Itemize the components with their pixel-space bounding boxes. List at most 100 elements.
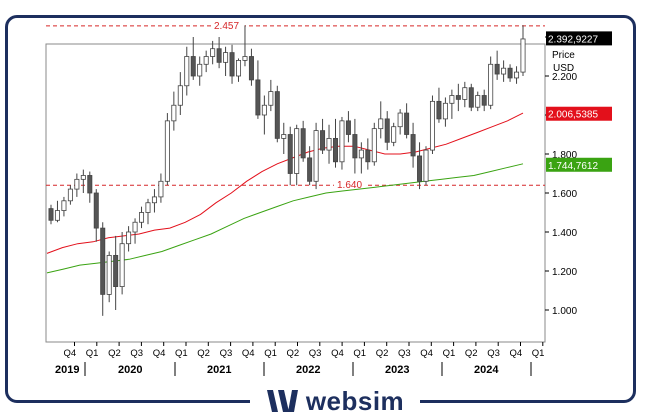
candle-body [93,192,99,229]
ma-short-tag-box [546,106,612,121]
candle-body [287,134,293,174]
quarter-label: Q4 [64,348,77,359]
websim-logo-icon [266,390,298,412]
candle [514,66,520,84]
candle-body [132,221,138,233]
last-price-tag-text: 2.392,9227 [548,34,598,45]
y-tick-label: 1.200 [552,267,577,278]
candle [365,138,371,170]
candle [397,109,403,135]
candle [87,171,93,203]
websim-logo: websim [250,383,420,419]
candle-body [61,200,67,211]
candles [48,25,526,316]
candle [313,122,319,190]
candle [151,189,157,213]
ma-long-line [46,163,524,274]
candle [287,126,293,186]
y-tick-label: 1.800 [552,150,577,161]
candle-body [442,102,448,120]
candle-body [501,67,507,75]
y-tick-label: 1.000 [552,306,577,317]
quarter-label: Q2 [197,348,210,359]
axis-title-price: Price [552,50,575,61]
candle-body [507,67,513,79]
candle [132,218,138,244]
quarter-label: Q2 [287,348,300,359]
ma-long-tag-text: 1.744,7612 [548,161,598,172]
candle [171,91,177,131]
candle [268,79,274,112]
candle-body [119,243,125,287]
candle [307,146,313,186]
candle [61,196,67,217]
candle-body [300,128,306,159]
candle-body [164,120,170,182]
reference-lines: 2.457 1.640 [46,18,545,191]
candle-body [210,48,216,57]
candle-body [397,112,403,128]
quarter-label: Q1 [264,348,277,359]
quarter-label: Q4 [153,348,166,359]
quarter-label: Q4 [420,348,433,359]
candle [423,146,429,186]
candle-body [54,210,60,221]
candle [281,122,287,154]
candle-body [126,231,132,245]
quarter-label: Q2 [108,348,121,359]
candle [158,173,164,203]
y-axis: 1.0001.2001.4001.6001.8002.0002.2002.400… [545,31,612,317]
candle-body [384,118,390,143]
candle-body [423,149,429,182]
axis-currency: USD [553,63,574,74]
candle-body [74,178,80,190]
y-tick-label: 1.400 [552,228,577,239]
candle [80,169,86,193]
candle [417,142,423,190]
ma-long-tag: 1.744,7612 [546,157,612,172]
candle-body [113,254,119,287]
candle [429,95,435,154]
candle-body [378,118,384,130]
candle-body [203,56,209,65]
year-label: 2020 [118,364,142,376]
ma-long-tag-box [546,157,612,172]
candle [119,232,125,295]
candle [326,124,332,164]
candle-body [462,87,468,100]
candle-body [494,63,500,75]
candle [190,37,196,80]
candle-body [365,149,371,163]
candle [378,101,384,139]
year-label: 2024 [474,364,499,376]
candle-body [151,196,157,204]
candle [384,111,390,151]
candle-body [223,52,229,63]
quarter-label: Q2 [376,348,389,359]
candle-body [488,63,494,106]
candle-body [404,112,410,135]
candle-body [468,87,474,108]
candle [371,122,377,166]
candle [358,142,364,174]
candle-body [339,120,345,163]
candle [67,185,73,205]
candle-body [332,137,338,163]
candle [54,200,60,223]
candle [223,46,229,76]
candle-body [80,175,86,180]
candle [242,25,248,67]
candle [100,222,106,316]
candle [261,95,267,135]
reference-label-bg [334,178,368,191]
candle [462,81,468,108]
candle-body [184,56,190,87]
candle-body [449,95,455,104]
candle [177,72,183,115]
candle [481,89,487,112]
brand-name: websim [305,385,405,416]
candle [520,25,526,76]
candle-body [139,212,145,223]
quarter-label: Q4 [510,348,523,359]
